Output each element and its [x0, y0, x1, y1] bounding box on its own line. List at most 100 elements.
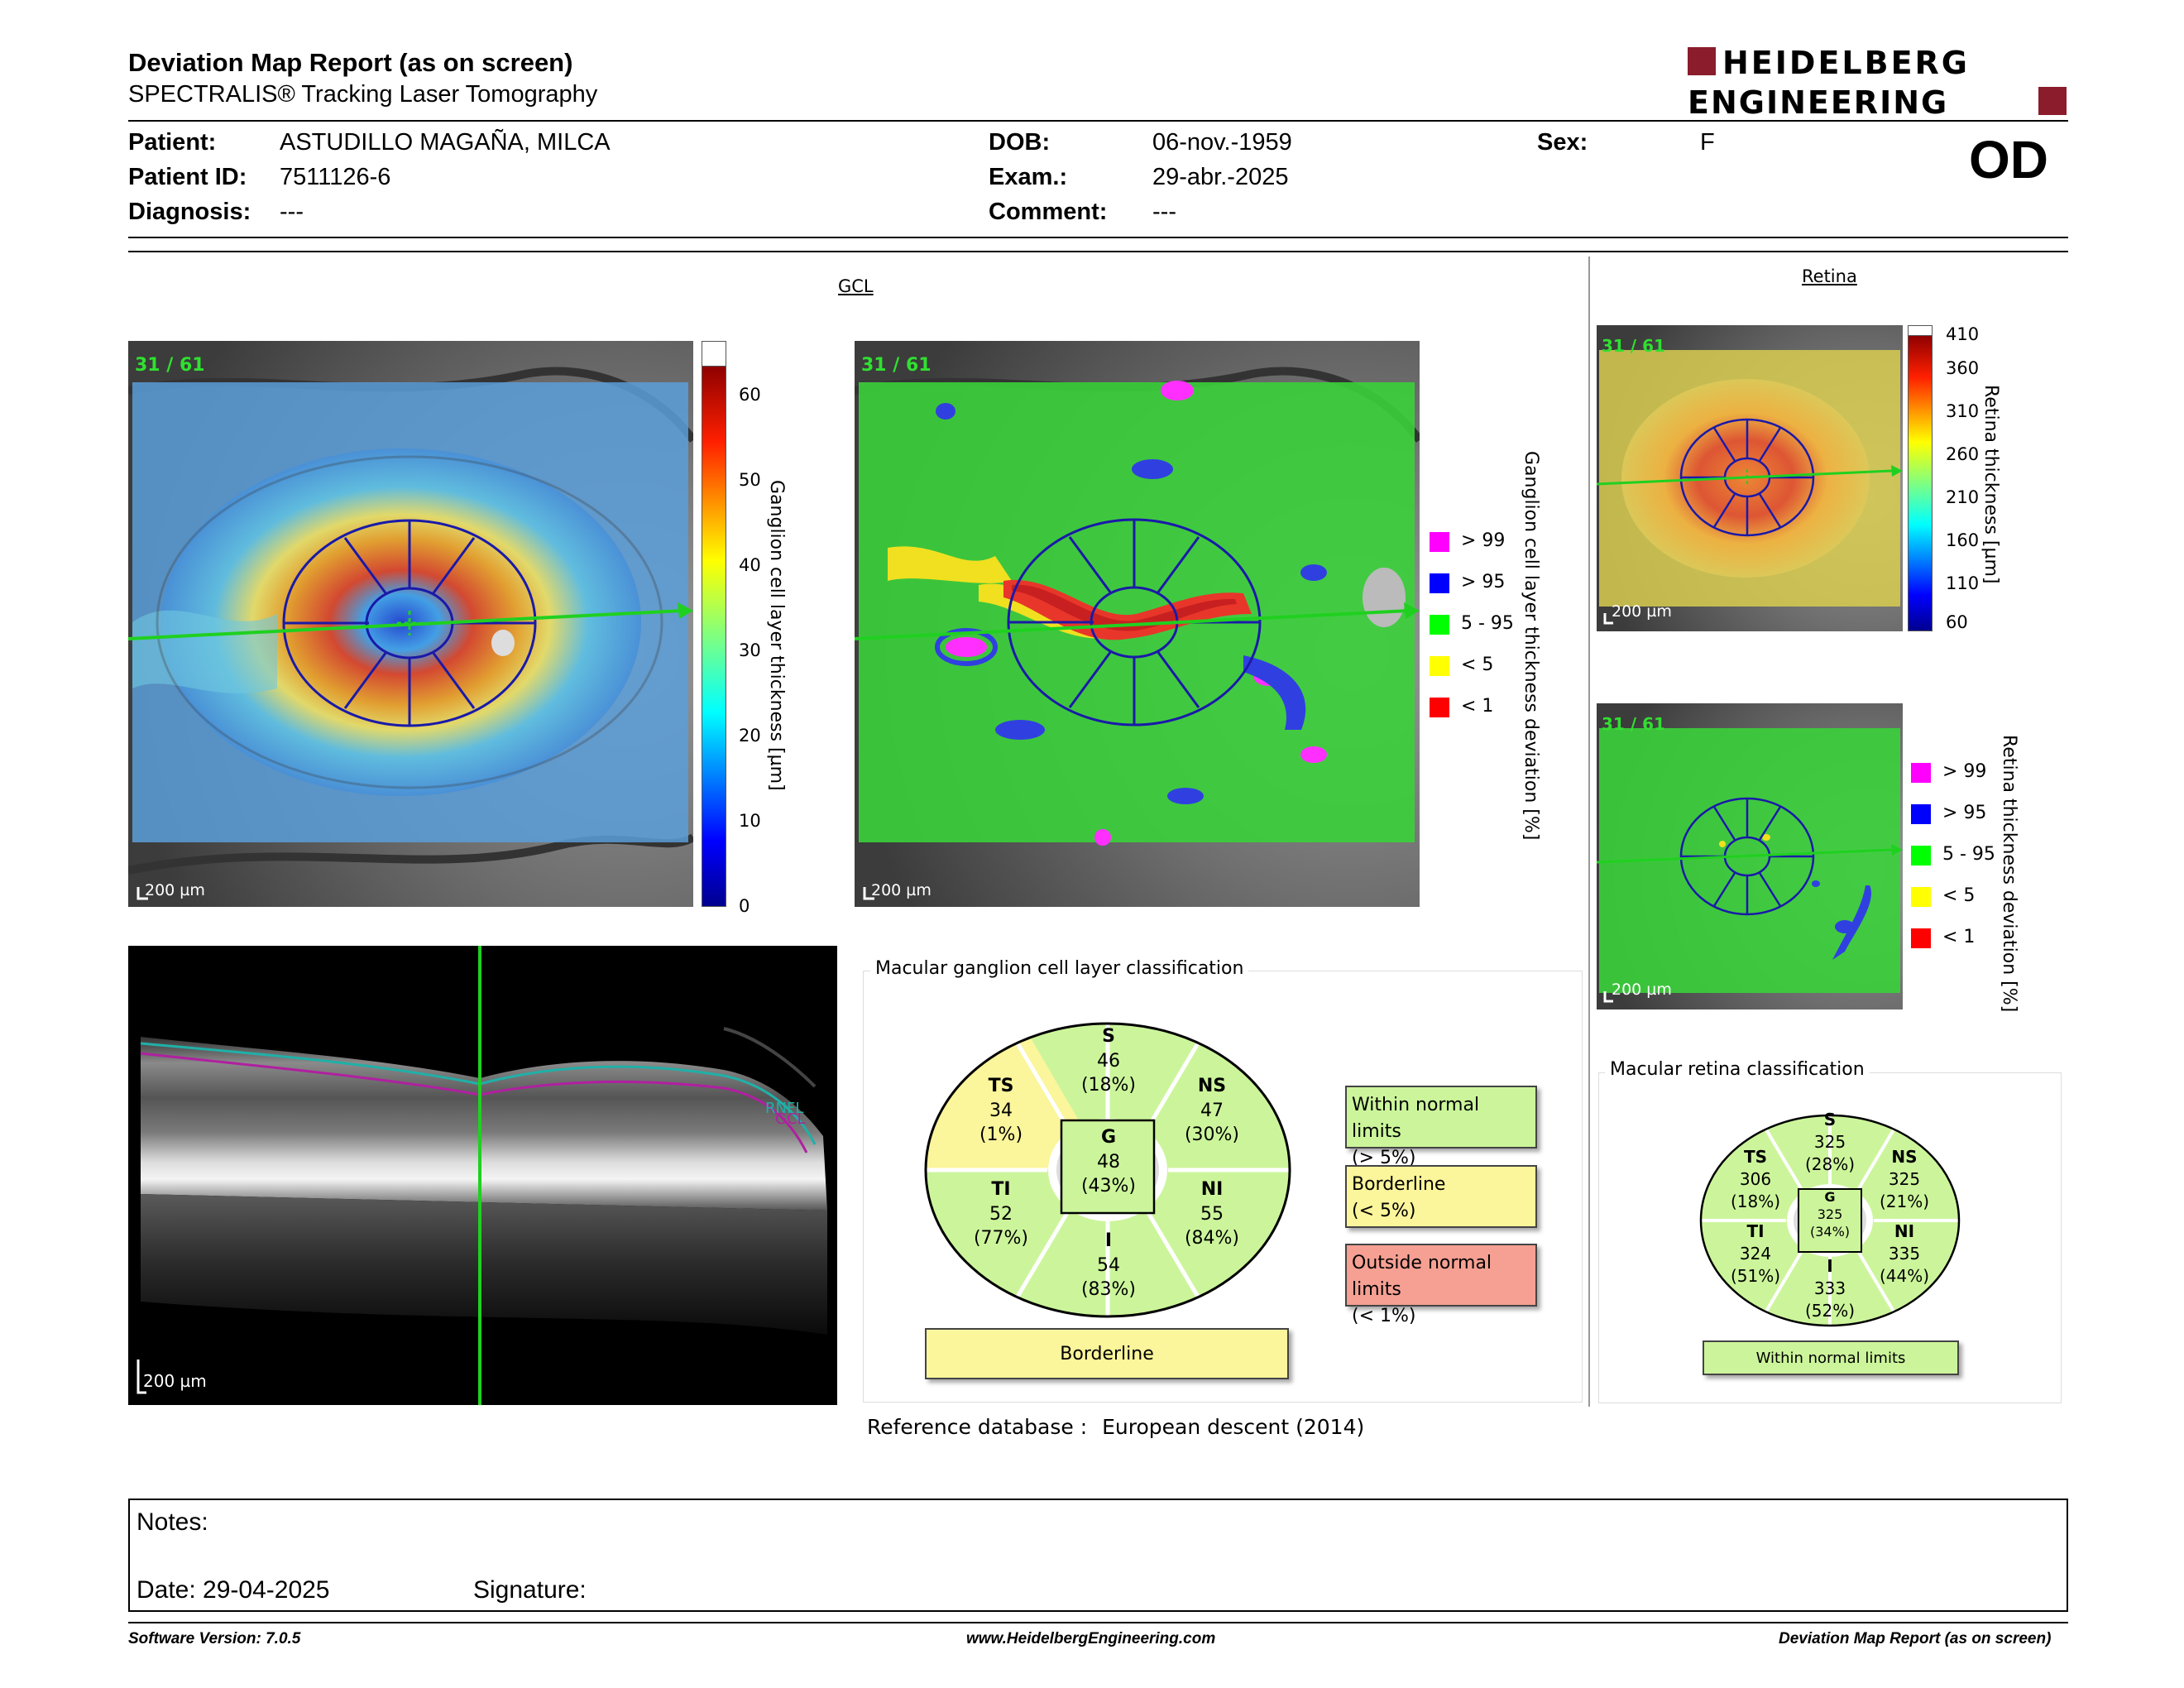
bscan-scale-label: 200 µm — [143, 1371, 207, 1391]
gcl-thickness-frame-label: 31 / 61 — [135, 355, 205, 376]
comment: --- — [1152, 199, 1176, 225]
retina-sector-g: G 325 (34%) — [1809, 1189, 1851, 1240]
retina-legend-swatch-5-95 — [1911, 846, 1931, 866]
retina-thickness-map: 31 / 61 200 µm — [1597, 325, 1903, 631]
gcl-sector-ns: NS 47 (30%) — [1184, 1076, 1240, 1146]
dob-label: DOB: — [989, 129, 1051, 156]
header-rule — [128, 120, 2068, 122]
footer-website: www.HeidelbergEngineering.com — [966, 1630, 1216, 1647]
bscan-layer-label-rnfl: RNFL — [765, 1100, 803, 1117]
legend-label-95: > 95 — [1461, 572, 1506, 592]
retina-classification-wheel — [1698, 1113, 1961, 1328]
diagnosis: --- — [280, 199, 304, 225]
retina-tick-160: 160 — [1946, 530, 1980, 550]
retina-classification-result: Within normal limits — [1703, 1340, 1959, 1375]
report-title: Deviation Map Report (as on screen) — [128, 48, 573, 77]
retina-legend-label-99: > 99 — [1942, 761, 1987, 782]
footer-rule — [128, 1622, 2068, 1623]
logo-text-engineering: ENGINEERING — [1688, 84, 1948, 118]
signature-label: Signature: — [473, 1576, 587, 1604]
retina-sector-ti: TI 324 (51%) — [1730, 1221, 1781, 1286]
retina-sector-ts: TS 306 (18%) — [1730, 1147, 1781, 1211]
eye-indicator: OD — [1969, 130, 2048, 189]
retina-tick-210: 210 — [1946, 487, 1980, 507]
retina-legend-label-1: < 1 — [1942, 927, 1976, 947]
legend-box-outside: Outside normal limits (< 1%) — [1345, 1244, 1537, 1326]
retina-thickness-axis-label: Retina thickness [µm] — [1980, 385, 2001, 584]
legend-swatch-5-95 — [1430, 615, 1449, 635]
dob: 06-nov.-1959 — [1152, 129, 1292, 156]
bscan-layer-label-gcl: GCL — [775, 1110, 806, 1128]
retina-sector-i: I 333 (52%) — [1804, 1256, 1856, 1321]
retina-tick-60: 60 — [1946, 612, 1968, 632]
retina-thickness-colorbar — [1908, 325, 1933, 631]
date-label: Date: 29-04-2025 — [136, 1576, 330, 1604]
gcl-tick-10: 10 — [739, 811, 761, 831]
gcl-deviation-frame-label: 31 / 61 — [861, 355, 932, 376]
gcl-classification-result: Borderline — [925, 1328, 1289, 1379]
diagnosis-label: Diagnosis: — [128, 199, 251, 225]
gcl-thickness-scale-label: 200 µm — [145, 881, 205, 899]
gcl-tick-50: 50 — [739, 470, 761, 490]
gcl-tick-0: 0 — [739, 896, 750, 916]
retina-legend-label-95: > 95 — [1942, 803, 1987, 823]
gcl-thickness-colorbar — [702, 341, 726, 907]
legend-box-borderline: Borderline (< 5%) — [1345, 1165, 1537, 1228]
legend-label-1: < 1 — [1461, 696, 1494, 717]
gcl-tick-20: 20 — [739, 726, 761, 746]
legend-swatch-99 — [1430, 532, 1449, 552]
patient-name: ASTUDILLO MAGAÑA, MILCA — [280, 129, 611, 156]
oct-bscan: RNFL GCL 200 µm — [128, 946, 837, 1405]
sex-label: Sex: — [1537, 129, 1588, 156]
gcl-deviation-scale-label: 200 µm — [871, 881, 932, 899]
retina-deviation-frame-label: 31 / 61 — [1602, 714, 1665, 734]
retina-legend-label-5-95: 5 - 95 — [1942, 844, 1995, 865]
gcl-classification-wheel — [923, 1021, 1292, 1319]
patient-rule-1 — [128, 237, 2068, 238]
retina-tick-410: 410 — [1946, 324, 1980, 344]
patient-id: 7511126-6 — [280, 164, 391, 190]
heidelberg-logo: HEIDELBERG ENGINEERING — [1688, 45, 2068, 121]
legend-label-99: > 99 — [1461, 530, 1506, 551]
retina-sector-ns: NS 325 (21%) — [1879, 1147, 1930, 1211]
retina-legend-swatch-99 — [1911, 763, 1931, 783]
retina-deviation-scale-label: 200 µm — [1612, 981, 1672, 999]
reference-database: Reference database : European descent (2… — [867, 1415, 1364, 1439]
gcl-tick-40: 40 — [739, 555, 761, 575]
gcl-sector-ni: NI 55 (84%) — [1184, 1179, 1240, 1249]
retina-legend-label-5: < 5 — [1942, 885, 1976, 906]
notes-box: Notes: Date: 29-04-2025 Signature: — [128, 1499, 2068, 1612]
gcl-tick-30: 30 — [739, 640, 761, 660]
exam-label: Exam.: — [989, 164, 1068, 190]
gcl-tick-60: 60 — [739, 385, 761, 405]
footer-software-version: Software Version: 7.0.5 — [128, 1630, 301, 1647]
retina-sector-s: S 325 (28%) — [1804, 1110, 1856, 1174]
gcl-deviation-map: 31 / 61 200 µm — [855, 341, 1420, 907]
gcl-sector-i: I 54 (83%) — [1080, 1230, 1137, 1301]
patient-label: Patient: — [128, 129, 217, 156]
legend-box-normal: Within normal limits (> 5%) — [1345, 1086, 1537, 1168]
retina-legend-swatch-5 — [1911, 887, 1931, 907]
retina-thickness-frame-label: 31 / 61 — [1602, 336, 1665, 356]
retina-thickness-scale-label: 200 µm — [1612, 602, 1672, 621]
column-divider — [1588, 257, 1590, 1407]
exam-date: 29-abr.-2025 — [1152, 164, 1289, 190]
gcl-sector-g: G 48 (43%) — [1080, 1127, 1137, 1197]
retina-tick-310: 310 — [1946, 401, 1980, 421]
retina-deviation-map: 31 / 61 200 µm — [1597, 703, 1903, 1009]
gcl-thickness-axis-label: Ganglion cell layer thickness [µm] — [766, 480, 787, 791]
report-subtitle: SPECTRALIS® Tracking Laser Tomography — [128, 81, 598, 108]
gcl-classification-title: Macular ganglion cell layer classificati… — [870, 958, 1249, 979]
gcl-sector-ts: TS 34 (1%) — [979, 1076, 1023, 1146]
logo-text-heidelberg: HEIDELBERG — [1722, 46, 1970, 81]
reference-database-label: Reference database : — [867, 1415, 1088, 1439]
sex: F — [1700, 129, 1715, 156]
patient-id-label: Patient ID: — [128, 164, 247, 190]
retina-section-title: Retina — [1802, 266, 1857, 286]
legend-swatch-95 — [1430, 573, 1449, 593]
gcl-sector-s: S 46 (18%) — [1080, 1026, 1137, 1096]
patient-rule-2 — [128, 251, 2068, 252]
legend-label-5: < 5 — [1461, 655, 1494, 675]
retina-legend-swatch-95 — [1911, 804, 1931, 824]
retina-classification-title: Macular retina classification — [1605, 1059, 1870, 1080]
